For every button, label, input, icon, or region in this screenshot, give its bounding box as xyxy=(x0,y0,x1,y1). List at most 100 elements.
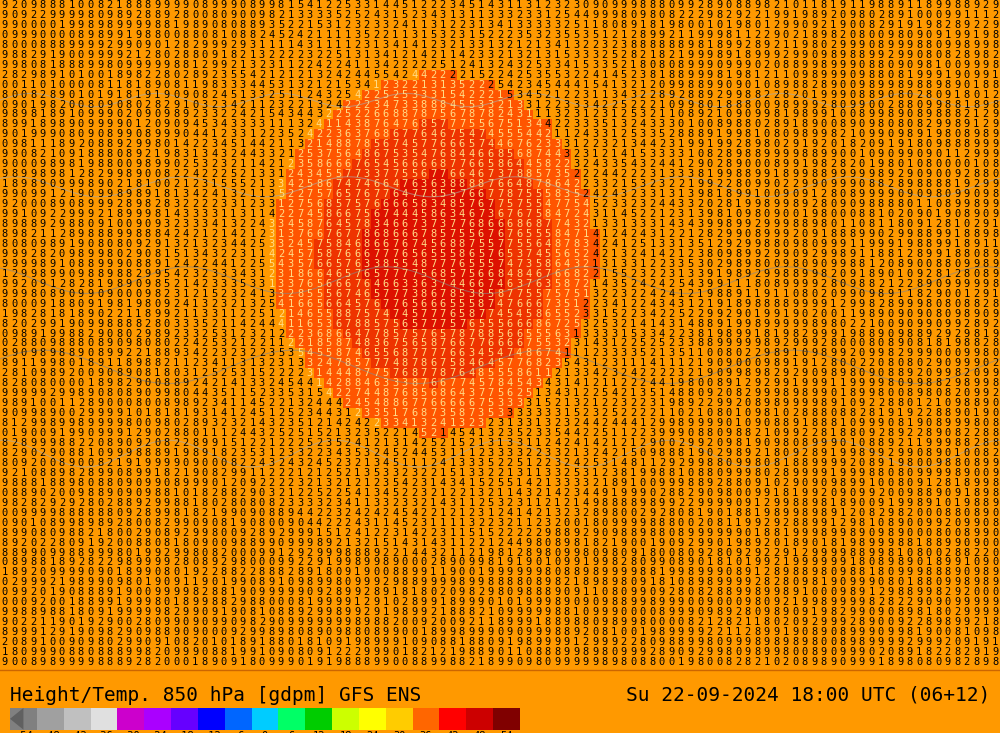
Text: 0: 0 xyxy=(906,209,913,219)
Text: 9: 9 xyxy=(973,607,979,617)
Text: 9: 9 xyxy=(30,637,36,647)
Text: 8: 8 xyxy=(944,259,951,269)
Text: 5: 5 xyxy=(697,239,703,249)
Text: 6: 6 xyxy=(383,179,389,189)
Text: 0: 0 xyxy=(30,20,36,30)
Text: 2: 2 xyxy=(78,398,84,408)
Text: 0: 0 xyxy=(525,647,532,657)
Text: 9: 9 xyxy=(259,537,265,548)
Bar xyxy=(571,209,581,219)
Text: 7: 7 xyxy=(364,328,370,339)
Text: 5: 5 xyxy=(506,199,513,209)
Bar xyxy=(562,309,571,319)
Bar xyxy=(390,100,400,109)
Text: 1: 1 xyxy=(573,607,579,617)
Text: 8: 8 xyxy=(954,647,960,657)
Text: 9: 9 xyxy=(906,348,913,358)
Text: 1: 1 xyxy=(602,478,608,488)
Bar xyxy=(495,319,505,328)
Text: 9: 9 xyxy=(897,627,903,637)
Text: 3: 3 xyxy=(649,398,656,408)
Text: 9: 9 xyxy=(268,617,275,627)
Bar xyxy=(486,109,495,119)
Text: 3: 3 xyxy=(325,10,332,20)
Text: 0: 0 xyxy=(68,70,75,80)
Text: 7: 7 xyxy=(383,269,389,279)
Text: 9: 9 xyxy=(59,468,65,478)
Text: 3: 3 xyxy=(240,348,246,358)
Text: 8: 8 xyxy=(21,50,27,60)
Text: 9: 9 xyxy=(925,20,932,30)
Text: 3: 3 xyxy=(602,59,608,70)
Text: 24: 24 xyxy=(366,731,379,733)
Text: 2: 2 xyxy=(640,289,646,298)
Text: 8: 8 xyxy=(2,89,8,100)
Text: 9: 9 xyxy=(792,239,798,249)
Text: 8: 8 xyxy=(125,358,132,369)
Text: 9: 9 xyxy=(583,567,589,578)
Text: 1: 1 xyxy=(40,328,46,339)
Text: 3: 3 xyxy=(487,20,494,30)
Text: 3: 3 xyxy=(602,259,608,269)
Text: 8: 8 xyxy=(97,150,103,159)
Text: 2: 2 xyxy=(716,89,722,100)
Bar xyxy=(543,279,552,289)
Text: 8: 8 xyxy=(21,378,27,388)
Text: 3: 3 xyxy=(649,219,656,229)
Text: 8: 8 xyxy=(2,298,8,309)
Text: 2: 2 xyxy=(97,169,103,180)
Text: 1: 1 xyxy=(868,567,875,578)
Text: 1: 1 xyxy=(392,587,398,597)
Text: 9: 9 xyxy=(221,0,227,10)
Text: 9: 9 xyxy=(21,578,27,587)
Text: 1: 1 xyxy=(287,298,294,309)
Text: 2: 2 xyxy=(564,89,570,100)
Text: 0: 0 xyxy=(906,319,913,328)
Text: 8: 8 xyxy=(954,428,960,438)
Text: 0: 0 xyxy=(192,558,198,567)
Text: 2: 2 xyxy=(240,408,246,418)
Text: 1: 1 xyxy=(230,319,236,328)
Text: 9: 9 xyxy=(316,558,322,567)
Text: 2: 2 xyxy=(21,617,27,627)
Text: 2: 2 xyxy=(344,438,351,448)
Text: 2: 2 xyxy=(421,0,427,10)
Text: 6: 6 xyxy=(335,289,341,298)
Text: 2: 2 xyxy=(744,627,751,637)
Bar xyxy=(324,239,333,249)
Bar xyxy=(543,229,552,239)
Text: 9: 9 xyxy=(106,169,113,180)
Bar xyxy=(381,169,390,179)
Text: 8: 8 xyxy=(68,548,75,558)
Text: 2: 2 xyxy=(221,468,227,478)
Text: 9: 9 xyxy=(544,627,551,637)
Text: 1: 1 xyxy=(887,219,894,229)
Text: 1: 1 xyxy=(592,468,598,478)
Bar xyxy=(419,358,429,369)
Text: 8: 8 xyxy=(973,319,979,328)
Text: 2: 2 xyxy=(935,647,941,657)
Text: 1: 1 xyxy=(764,478,770,488)
Text: 4: 4 xyxy=(249,398,256,408)
Text: 5: 5 xyxy=(440,249,446,259)
Bar xyxy=(381,130,390,139)
Text: 9: 9 xyxy=(954,10,960,20)
Text: 4: 4 xyxy=(440,199,446,209)
Bar xyxy=(324,319,333,328)
Text: 6: 6 xyxy=(392,229,398,239)
Text: 8: 8 xyxy=(792,199,798,209)
Text: 4: 4 xyxy=(411,548,417,558)
Text: 1: 1 xyxy=(773,289,779,298)
Text: 0: 0 xyxy=(135,130,141,139)
Bar xyxy=(552,279,562,289)
Text: 8: 8 xyxy=(116,369,122,378)
Text: 9: 9 xyxy=(954,378,960,388)
Text: 9: 9 xyxy=(154,219,160,229)
Bar xyxy=(400,199,410,209)
Text: 8: 8 xyxy=(97,487,103,498)
Text: 8: 8 xyxy=(840,498,846,508)
Text: 4: 4 xyxy=(373,398,379,408)
Bar xyxy=(438,298,448,309)
Text: 3: 3 xyxy=(554,358,560,369)
Text: 4: 4 xyxy=(383,159,389,169)
